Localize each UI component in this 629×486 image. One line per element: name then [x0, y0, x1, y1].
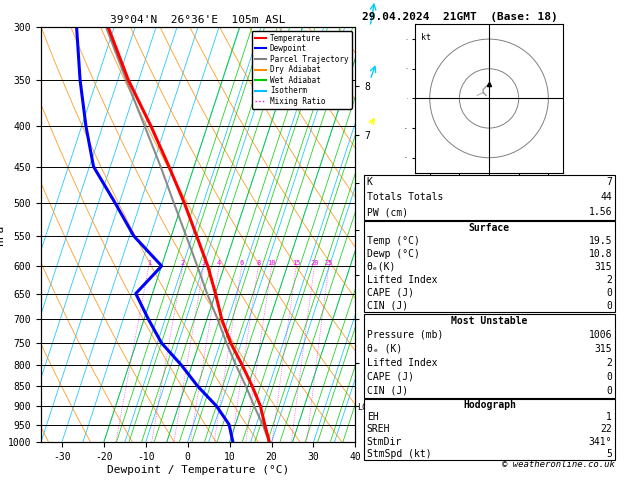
- Text: 0: 0: [606, 385, 612, 396]
- Text: Dewp (°C): Dewp (°C): [367, 249, 420, 259]
- Text: 15: 15: [292, 260, 301, 266]
- Text: PW (cm): PW (cm): [367, 207, 408, 217]
- Text: Temp (°C): Temp (°C): [367, 236, 420, 246]
- Text: 315: 315: [594, 262, 612, 272]
- Text: K: K: [367, 177, 372, 188]
- Text: 5: 5: [606, 449, 612, 459]
- Text: SREH: SREH: [367, 424, 390, 434]
- Legend: Temperature, Dewpoint, Parcel Trajectory, Dry Adiabat, Wet Adiabat, Isotherm, Mi: Temperature, Dewpoint, Parcel Trajectory…: [252, 31, 352, 109]
- Text: 6: 6: [240, 260, 244, 266]
- Text: 25: 25: [325, 260, 333, 266]
- Text: Pressure (mb): Pressure (mb): [367, 330, 443, 340]
- Text: EH: EH: [367, 412, 379, 422]
- Text: 8: 8: [256, 260, 260, 266]
- Text: 10: 10: [267, 260, 276, 266]
- Text: 3: 3: [202, 260, 206, 266]
- Text: LCL: LCL: [357, 403, 372, 412]
- Text: 2: 2: [606, 358, 612, 368]
- Text: 10.8: 10.8: [589, 249, 612, 259]
- Text: 29.04.2024  21GMT  (Base: 18): 29.04.2024 21GMT (Base: 18): [362, 12, 557, 22]
- Text: StmDir: StmDir: [367, 436, 402, 447]
- Text: 7: 7: [606, 177, 612, 188]
- Text: Hodograph: Hodograph: [463, 400, 516, 410]
- Text: 1: 1: [606, 412, 612, 422]
- Title: 39°04'N  26°36'E  105m ASL: 39°04'N 26°36'E 105m ASL: [110, 15, 286, 25]
- Text: 20: 20: [310, 260, 319, 266]
- Text: 341°: 341°: [589, 436, 612, 447]
- Text: θₑ (K): θₑ (K): [367, 344, 402, 354]
- Y-axis label: hPa: hPa: [0, 225, 5, 244]
- Text: 1: 1: [147, 260, 151, 266]
- Text: 4: 4: [217, 260, 221, 266]
- Text: CAPE (J): CAPE (J): [367, 288, 414, 298]
- Text: Lifted Index: Lifted Index: [367, 275, 437, 285]
- Text: CAPE (J): CAPE (J): [367, 372, 414, 382]
- Text: Most Unstable: Most Unstable: [451, 316, 528, 326]
- Text: 1006: 1006: [589, 330, 612, 340]
- Text: Lifted Index: Lifted Index: [367, 358, 437, 368]
- Text: 2: 2: [606, 275, 612, 285]
- Text: θₑ(K): θₑ(K): [367, 262, 396, 272]
- Text: StmSpd (kt): StmSpd (kt): [367, 449, 431, 459]
- Text: 0: 0: [606, 288, 612, 298]
- Text: 19.5: 19.5: [589, 236, 612, 246]
- Text: © weatheronline.co.uk: © weatheronline.co.uk: [503, 459, 615, 469]
- Text: 315: 315: [594, 344, 612, 354]
- Text: CIN (J): CIN (J): [367, 301, 408, 311]
- Text: Surface: Surface: [469, 223, 510, 233]
- Text: Totals Totals: Totals Totals: [367, 192, 443, 202]
- X-axis label: Dewpoint / Temperature (°C): Dewpoint / Temperature (°C): [107, 465, 289, 475]
- Text: kt: kt: [421, 33, 431, 42]
- Text: 1.56: 1.56: [589, 207, 612, 217]
- Text: CIN (J): CIN (J): [367, 385, 408, 396]
- Y-axis label: km
ASL: km ASL: [381, 224, 399, 245]
- Text: 0: 0: [606, 372, 612, 382]
- Text: 44: 44: [600, 192, 612, 202]
- Text: 22: 22: [600, 424, 612, 434]
- Text: 0: 0: [606, 301, 612, 311]
- Text: 2: 2: [181, 260, 185, 266]
